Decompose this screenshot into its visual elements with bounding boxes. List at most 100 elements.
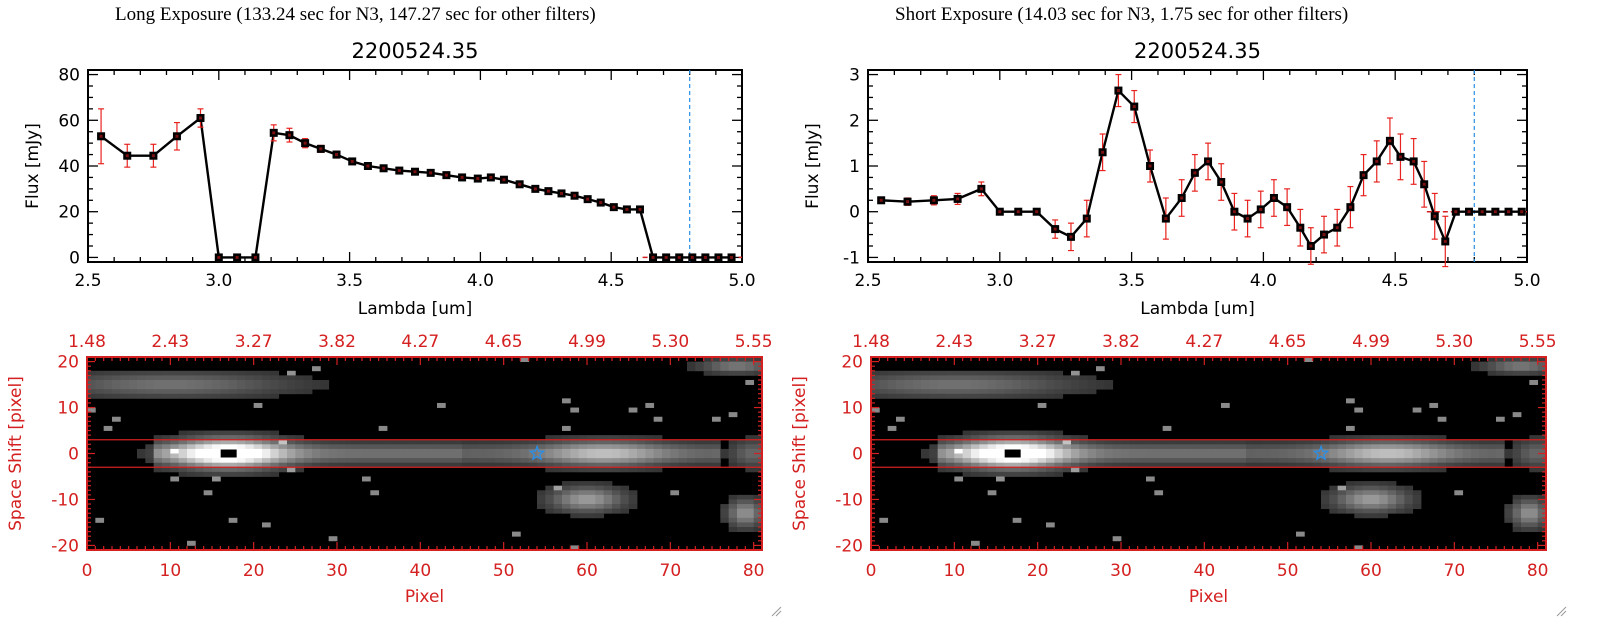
image-pixel <box>553 458 563 464</box>
resize-grip-left[interactable] <box>770 605 782 617</box>
image-pixel <box>904 384 914 390</box>
image-pixel <box>1529 522 1539 528</box>
image-pixel <box>662 462 671 468</box>
image-pixel <box>1379 481 1389 487</box>
image-pixel <box>1129 458 1139 464</box>
image-pixel <box>95 517 105 523</box>
image-pixel <box>1162 444 1172 450</box>
image-pixel <box>1246 462 1255 468</box>
top-axis-label: 5.55 <box>1519 332 1557 352</box>
image-pixel <box>1346 462 1355 468</box>
data-point-center <box>413 170 417 174</box>
image-pixel <box>1387 504 1397 510</box>
image-pixel <box>1112 448 1122 454</box>
x-tick-label: 20 <box>243 561 265 581</box>
image-pixel <box>153 370 163 376</box>
data-point-center <box>612 205 616 209</box>
image-pixel <box>237 370 246 376</box>
image-pixel <box>728 448 738 454</box>
image-pixel <box>1104 379 1114 385</box>
image-pixel <box>445 439 455 445</box>
image-pixel <box>1354 407 1364 413</box>
image-pixel <box>645 467 655 473</box>
image-pixel <box>262 370 271 376</box>
image-pixel <box>1362 439 1372 445</box>
image-pixel <box>553 499 563 505</box>
image-pixel <box>1512 458 1522 464</box>
image-pixel <box>162 462 171 468</box>
image-pixel <box>1354 494 1364 500</box>
image-pixel <box>1412 462 1422 468</box>
image-pixel <box>1371 508 1380 514</box>
image-pixel <box>278 375 288 381</box>
image-pixel <box>170 458 180 464</box>
data-point-center <box>502 178 506 182</box>
image-pixel <box>1037 467 1047 473</box>
image-pixel <box>1046 467 1055 473</box>
image-pixel <box>1387 490 1397 496</box>
image-pixel <box>1496 366 1505 372</box>
image-pixel <box>628 467 638 473</box>
image-pixel <box>1087 375 1097 381</box>
image-pixel <box>487 453 496 459</box>
image-pixel <box>403 453 413 459</box>
image-pixel <box>954 375 964 381</box>
image-pixel <box>228 458 238 464</box>
image-pixel <box>737 444 746 450</box>
image-pixel <box>1429 462 1439 468</box>
image-pixel <box>387 448 396 454</box>
image-pixel <box>145 393 155 399</box>
image-pixel <box>1504 508 1514 514</box>
image-pixel <box>1304 448 1314 454</box>
image-pixel <box>620 494 630 500</box>
image-pixel <box>1504 513 1514 519</box>
image-pixel <box>1021 462 1030 468</box>
image-pixel <box>203 448 213 454</box>
image-pixel <box>1037 379 1047 385</box>
image-pixel <box>971 375 980 381</box>
image-pixel <box>896 389 905 395</box>
image-pixel <box>678 453 688 459</box>
image-pixel <box>1521 444 1530 450</box>
image-pixel <box>295 458 305 464</box>
image-pixel <box>753 366 763 372</box>
image-pixel <box>1029 375 1039 381</box>
image-pixel <box>753 458 763 464</box>
image-pixel <box>712 361 721 367</box>
data-point-center <box>151 154 155 158</box>
image-pixel <box>996 476 1005 482</box>
image-pixel <box>871 389 880 395</box>
image-pixel <box>1012 375 1022 381</box>
image-pixel <box>637 448 646 454</box>
image-pixel <box>753 370 763 376</box>
image-pixel <box>1262 462 1272 468</box>
resize-grip-right[interactable] <box>1555 605 1567 617</box>
image-pixel <box>353 453 363 459</box>
image-pixel <box>1362 485 1372 491</box>
image-pixel <box>395 458 405 464</box>
image-pixel <box>303 444 313 450</box>
image-pixel <box>687 458 696 464</box>
image-pixel <box>1229 453 1239 459</box>
image-pixel <box>745 361 755 367</box>
image-pixel <box>1071 389 1080 395</box>
image-pixel <box>1271 444 1280 450</box>
image-pixel <box>1437 458 1447 464</box>
image-pixel <box>1021 370 1030 376</box>
image-pixel <box>570 435 580 441</box>
image-pixel <box>1512 499 1522 505</box>
image-pixel <box>562 485 571 491</box>
image-pixel <box>112 370 121 376</box>
image-pixel <box>1496 370 1505 376</box>
image-pixel <box>270 379 280 385</box>
image-pixel <box>1079 444 1089 450</box>
image-pixel <box>620 435 630 441</box>
image-pixel <box>871 393 880 399</box>
image-pixel <box>1512 448 1522 454</box>
image-pixel <box>728 527 738 533</box>
image-pixel <box>1287 462 1297 468</box>
image-pixel <box>237 389 246 395</box>
image-pixel <box>971 448 980 454</box>
image-pixel <box>220 458 230 464</box>
image-pixel <box>1296 453 1305 459</box>
